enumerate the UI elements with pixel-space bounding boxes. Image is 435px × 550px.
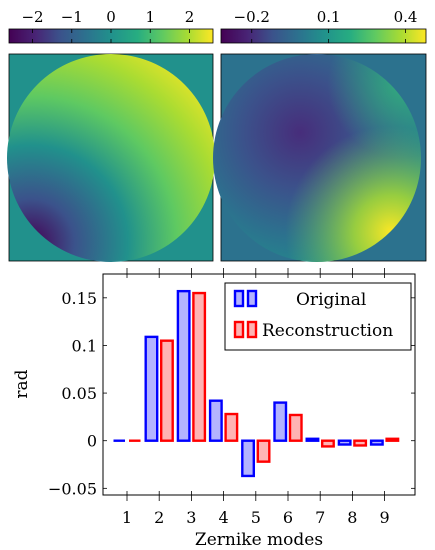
legend-swatch — [246, 320, 258, 339]
x-axis-label: Zernike modes — [195, 530, 323, 550]
bar-original — [241, 439, 256, 478]
bar-original — [273, 401, 288, 442]
legend-swatch — [233, 320, 245, 339]
phase-map-reconstruction-disk — [213, 54, 421, 262]
y-tick-label: 0.1 — [72, 336, 97, 355]
x-tick-label: 9 — [380, 508, 390, 527]
colorbar-left-ticks: −2 −1 0 1 2 — [21, 8, 194, 43]
colorbar-tick-label: 0.1 — [317, 8, 341, 26]
bar-original — [208, 399, 223, 442]
y-tick-label: 0.05 — [61, 384, 97, 403]
phase-map-original — [7, 53, 215, 262]
bar-original — [305, 437, 320, 442]
bar-original — [337, 439, 352, 446]
x-tick-label: 3 — [186, 508, 196, 527]
legend: Original Reconstruction — [224, 282, 412, 351]
x-tick-label: 1 — [122, 508, 132, 527]
bar-reconstruction — [353, 439, 368, 447]
bar-reconstruction — [192, 291, 207, 442]
colorbar-right: −0.2 0.1 0.4 — [220, 8, 427, 44]
colorbar-tick-label: −1 — [61, 8, 83, 26]
bar-original — [176, 289, 191, 442]
bar-reconstruction — [224, 412, 239, 442]
bar-original — [144, 335, 159, 442]
phase-map-reconstruction — [213, 53, 427, 262]
legend-label: Reconstruction — [262, 321, 393, 341]
colorbar-right-ticks: −0.2 0.1 0.4 — [234, 8, 418, 43]
colorbar-tick-label: −0.2 — [234, 8, 270, 26]
legend-swatch — [246, 289, 258, 308]
legend-label: Original — [296, 290, 366, 310]
bar-original — [369, 439, 384, 446]
plot-area — [102, 273, 416, 496]
colorbar-tick-label: 1 — [145, 8, 155, 26]
x-tick-label: 5 — [251, 508, 261, 527]
x-tick-label: 8 — [347, 508, 357, 527]
legend-swatch — [233, 289, 245, 308]
colorbar-tick-label: −2 — [21, 8, 43, 26]
x-tick-label: 6 — [283, 508, 293, 527]
colorbar-tick-label: 0.4 — [394, 8, 418, 26]
bar-reconstruction — [385, 437, 400, 442]
colorbar-left: −2 −1 0 1 2 — [8, 8, 214, 44]
y-tick-label: 0.15 — [61, 289, 97, 308]
colorbar-right-gradient — [220, 28, 427, 44]
y-axis: −0.05 0 0.05 0.1 0.15 — [48, 289, 415, 498]
x-tick-label: 7 — [315, 508, 325, 527]
bar-reconstruction — [256, 439, 271, 463]
bar-reconstruction — [321, 439, 335, 448]
bar-reconstruction — [288, 413, 303, 442]
x-tick-label: 4 — [219, 508, 229, 527]
phase-map-original-disk — [7, 54, 215, 262]
bar-chart: −0.05 0 0.05 0.1 0.15 1 2 3 4 5 6 7 8 9 rad Zernike … — [12, 268, 416, 550]
x-axis: 1 2 3 4 5 6 7 8 9 — [122, 268, 390, 527]
y-axis-label: rad — [12, 369, 32, 398]
bar-reconstruction — [159, 339, 174, 442]
bars — [113, 289, 400, 478]
x-tick-label: 2 — [154, 508, 164, 527]
y-tick-label: −0.05 — [48, 479, 97, 498]
colorbar-tick-label: 0 — [106, 8, 116, 26]
colorbar-tick-label: 2 — [185, 8, 195, 26]
y-tick-label: 0 — [87, 432, 97, 451]
